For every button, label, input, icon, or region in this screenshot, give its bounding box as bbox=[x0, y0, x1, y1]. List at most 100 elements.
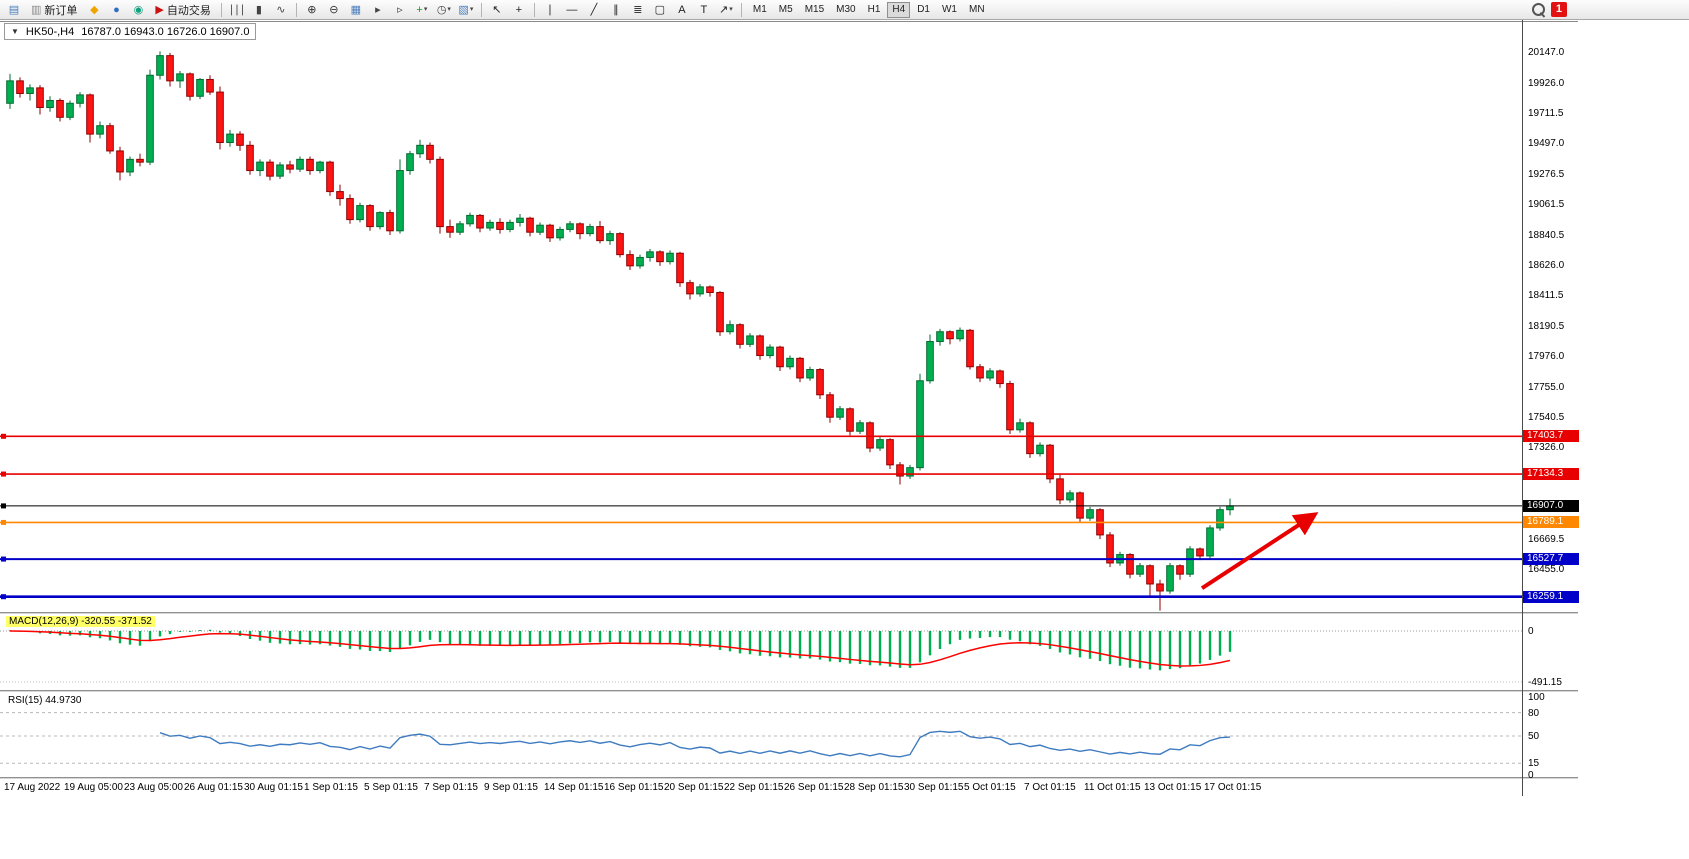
quotes-icon[interactable]: ◆ bbox=[84, 2, 104, 18]
date-label: 1 Sep 01:15 bbox=[304, 782, 358, 793]
add-indicator-icon: + bbox=[416, 3, 423, 16]
price-axis[interactable]: 0 -491.15 20147.0 19926.0 19711.5 19497.0 19… bbox=[1522, 20, 1579, 796]
date-label: 16 Sep 01:15 bbox=[604, 782, 664, 793]
zoom-in-icon[interactable]: ⊕ bbox=[302, 2, 322, 18]
add-indicator-icon[interactable]: + ▾ bbox=[412, 2, 432, 18]
arrows-tool-icon: ↗ bbox=[719, 3, 729, 16]
new-order-button-icon: ▥ bbox=[31, 4, 42, 16]
candlestick-mode-icon[interactable]: ▮ bbox=[249, 2, 269, 18]
timeframe-d1[interactable]: D1 bbox=[917, 3, 930, 15]
profile-icon[interactable]: ● bbox=[106, 2, 126, 18]
new-chart-icon[interactable]: ▤ bbox=[4, 2, 24, 18]
horizontal-line-icon: ― bbox=[566, 3, 578, 16]
crosshair-icon[interactable]: + bbox=[509, 2, 529, 18]
timeframe-clock-icon: ◷ bbox=[436, 3, 447, 16]
timeframe-h4[interactable]: H4 bbox=[887, 1, 911, 18]
date-label: 7 Oct 01:15 bbox=[1024, 782, 1076, 793]
price-tag: 16907.0 bbox=[1523, 499, 1579, 512]
symbol-timeframe-label: HK50-,H4 bbox=[25, 25, 75, 38]
dropdown-caret-icon[interactable]: ▾ bbox=[447, 5, 451, 13]
market-watch-icon[interactable]: ◉ bbox=[128, 2, 148, 18]
toolbar: ▤ ▥ 新订单 ◆ ● ◉ ▶ 自动交易 ∣∣∣ ▮ ∿ ⊕ ⊖ ▦ ▸ ▹ + ▾ ◷ ▾ ▧ ▾ ↖ + ∣ ― ╱ ∥ ≣ ▢ A T ↗… bbox=[0, 0, 1689, 20]
price-tick: 19497.0 bbox=[1528, 137, 1565, 149]
price-tick: 19711.5 bbox=[1528, 107, 1564, 119]
notification-badge[interactable]: 1 bbox=[1550, 2, 1567, 17]
price-tick: 19276.5 bbox=[1528, 168, 1565, 180]
search-icon[interactable] bbox=[1529, 2, 1549, 18]
macd-min-label: -491.15 bbox=[1528, 677, 1562, 688]
new-order-button[interactable]: ▥ 新订单 bbox=[26, 2, 82, 18]
timeframe-clock-icon[interactable]: ◷ ▾ bbox=[434, 2, 454, 18]
label-tool-icon[interactable]: T bbox=[694, 2, 714, 18]
rsi-label: RSI(15) 44.9730 bbox=[6, 695, 84, 706]
fibonacci-icon[interactable]: ≣ bbox=[628, 2, 648, 18]
trendline-icon[interactable]: ╱ bbox=[584, 2, 604, 18]
dropdown-caret-icon[interactable]: ▾ bbox=[729, 5, 733, 13]
timeframe-m5[interactable]: M5 bbox=[778, 3, 793, 15]
vertical-line-icon[interactable]: ∣ bbox=[540, 2, 560, 18]
bar-chart-mode-icon: ∣∣∣ bbox=[228, 3, 246, 16]
new-order-button-label: 新订单 bbox=[44, 4, 78, 17]
panel-separator[interactable] bbox=[0, 690, 1578, 692]
template-icon: ▧ bbox=[458, 3, 469, 16]
timeframe-m30[interactable]: M30 bbox=[836, 3, 856, 15]
rsi-axis-label: 80 bbox=[1528, 707, 1540, 719]
auto-scroll-icon[interactable]: ▸ bbox=[368, 2, 388, 18]
timeframe-group: M1 M5 M15 M30 H1 H4 D1 W1 MN bbox=[747, 1, 991, 18]
timeframe-m1[interactable]: M1 bbox=[752, 3, 767, 15]
rsi-panel-chart[interactable] bbox=[0, 692, 1522, 777]
channel-icon: ∥ bbox=[613, 3, 619, 16]
timeframe-mn[interactable]: MN bbox=[968, 3, 985, 15]
timeframe-m15[interactable]: M15 bbox=[804, 3, 825, 15]
price-tag: 16789.1 bbox=[1523, 516, 1579, 529]
price-tick: 17976.0 bbox=[1528, 351, 1565, 363]
text-tool-icon[interactable]: A bbox=[672, 2, 692, 18]
price-chart[interactable] bbox=[0, 22, 1522, 612]
chart-window: ▼ HK50-,H4 16787.0 16943.0 16726.0 16907… bbox=[0, 20, 1689, 859]
chart-shift-icon[interactable]: ▹ bbox=[390, 2, 410, 18]
dropdown-caret-icon[interactable]: ▾ bbox=[469, 5, 474, 13]
arrows-tool-icon[interactable]: ↗ ▾ bbox=[716, 2, 736, 18]
date-label: 19 Aug 05:00 bbox=[64, 782, 123, 793]
channel-icon[interactable]: ∥ bbox=[606, 2, 626, 18]
date-label: 20 Sep 01:15 bbox=[664, 782, 724, 793]
price-tick: 18840.5 bbox=[1528, 229, 1565, 241]
price-tag: 17403.7 bbox=[1523, 430, 1579, 443]
toolbar-separator bbox=[295, 2, 297, 17]
dropdown-caret-icon[interactable]: ▾ bbox=[423, 5, 428, 13]
date-label: 7 Sep 01:15 bbox=[424, 782, 478, 793]
timeframe-w1[interactable]: W1 bbox=[941, 3, 957, 15]
chart-window-border bbox=[0, 21, 1578, 22]
line-chart-mode-icon[interactable]: ∿ bbox=[271, 2, 291, 18]
price-tick: 20147.0 bbox=[1528, 46, 1565, 58]
template-icon[interactable]: ▧ ▾ bbox=[456, 2, 476, 18]
crosshair-icon: + bbox=[515, 3, 523, 16]
cursor-icon[interactable]: ↖ bbox=[487, 2, 507, 18]
toolbar-separator bbox=[740, 2, 742, 17]
horizontal-line-icon[interactable]: ― bbox=[562, 2, 582, 18]
tile-windows-icon[interactable]: ▦ bbox=[346, 2, 366, 18]
price-tick: 19926.0 bbox=[1528, 77, 1565, 89]
date-label: 30 Aug 01:15 bbox=[244, 782, 303, 793]
price-tag: 16527.7 bbox=[1523, 553, 1579, 566]
auto-trading-button[interactable]: ▶ 自动交易 bbox=[150, 2, 215, 18]
date-label: 17 Aug 2022 bbox=[4, 782, 61, 793]
timeframe-h1[interactable]: H1 bbox=[867, 3, 881, 15]
one-click-trading-toggle[interactable]: ▼ bbox=[11, 27, 19, 36]
shapes-icon[interactable]: ▢ bbox=[650, 2, 670, 18]
price-tick: 16669.5 bbox=[1528, 534, 1565, 546]
bar-chart-mode-icon[interactable]: ∣∣∣ bbox=[227, 2, 247, 18]
date-axis[interactable]: 17 Aug 2022 19 Aug 05:00 23 Aug 05:00 26 Au… bbox=[0, 779, 1522, 795]
date-label: 17 Oct 01:15 bbox=[1204, 782, 1262, 793]
chart-title: ▼ HK50-,H4 16787.0 16943.0 16726.0 16907… bbox=[4, 23, 257, 40]
price-tag: 16259.1 bbox=[1523, 590, 1579, 603]
zoom-out-icon: ⊖ bbox=[329, 3, 339, 16]
ohlc-values: 16787.0 16943.0 16726.0 16907.0 bbox=[81, 25, 250, 38]
macd-panel-chart[interactable] bbox=[0, 614, 1522, 690]
rsi-axis-label: 0 bbox=[1528, 770, 1534, 781]
price-tick: 16455.0 bbox=[1528, 564, 1565, 576]
panel-separator[interactable] bbox=[0, 612, 1578, 614]
price-tick: 18411.5 bbox=[1528, 290, 1564, 302]
market-watch-icon: ◉ bbox=[133, 3, 144, 16]
zoom-out-icon[interactable]: ⊖ bbox=[324, 2, 344, 18]
